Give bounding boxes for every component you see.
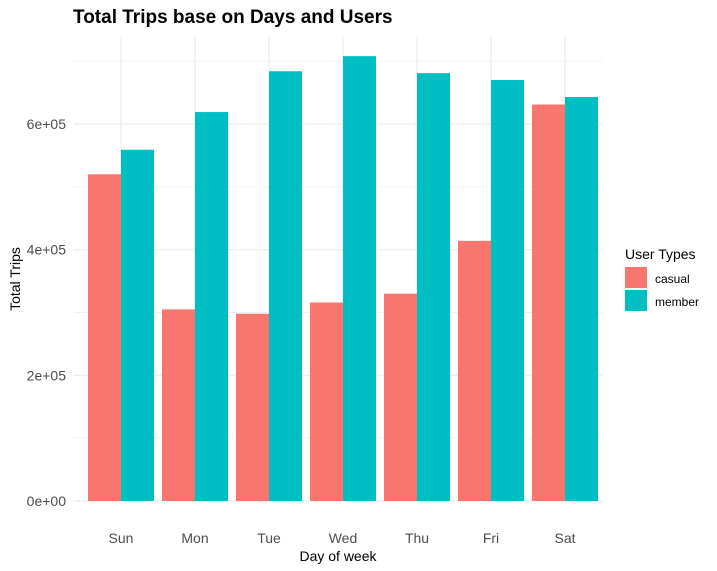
bar-casual-mon (162, 309, 195, 501)
bar-casual-wed (310, 302, 343, 501)
bars-group (88, 56, 598, 502)
y-tick-label: 6e+05 (27, 116, 67, 132)
bar-member-thu (417, 73, 450, 501)
y-axis-title: Total Trips (7, 247, 23, 311)
x-axis-title: Day of week (299, 548, 377, 564)
legend-label-casual: casual (655, 272, 690, 286)
bar-member-sun (121, 149, 154, 502)
legend-title: User Types (625, 246, 696, 262)
legend-swatch-casual (625, 267, 647, 288)
x-tick-label-thu: Thu (405, 530, 429, 546)
y-tick-label: 0e+00 (27, 493, 67, 509)
bar-casual-tue (236, 313, 269, 501)
bar-member-tue (269, 71, 302, 501)
x-tick-label-mon: Mon (181, 530, 208, 546)
x-tick-label-tue: Tue (257, 530, 281, 546)
legend-swatch-member (625, 290, 647, 311)
y-tick-label: 4e+05 (27, 242, 67, 258)
legend: User Types casual member (625, 246, 699, 311)
chart-title: Total Trips base on Days and Users (73, 7, 393, 28)
x-tick-label-fri: Fri (483, 530, 499, 546)
x-axis-ticks: Sun Mon Tue Wed Thu Fri Sat (109, 530, 576, 546)
bar-casual-sat (532, 104, 565, 501)
y-axis-ticks: 0e+00 2e+05 4e+05 6e+05 (27, 116, 67, 509)
bar-casual-sun (88, 174, 121, 501)
x-tick-label-sat: Sat (554, 530, 575, 546)
legend-label-member: member (655, 295, 699, 309)
x-tick-label-wed: Wed (329, 530, 358, 546)
bar-member-sat (565, 96, 598, 502)
bar-member-wed (343, 56, 376, 501)
x-tick-label-sun: Sun (109, 530, 134, 546)
bar-member-fri (491, 80, 524, 502)
bar-casual-fri (458, 240, 491, 501)
y-tick-label: 2e+05 (27, 367, 67, 383)
bar-casual-thu (384, 293, 417, 501)
bar-member-mon (195, 112, 228, 501)
